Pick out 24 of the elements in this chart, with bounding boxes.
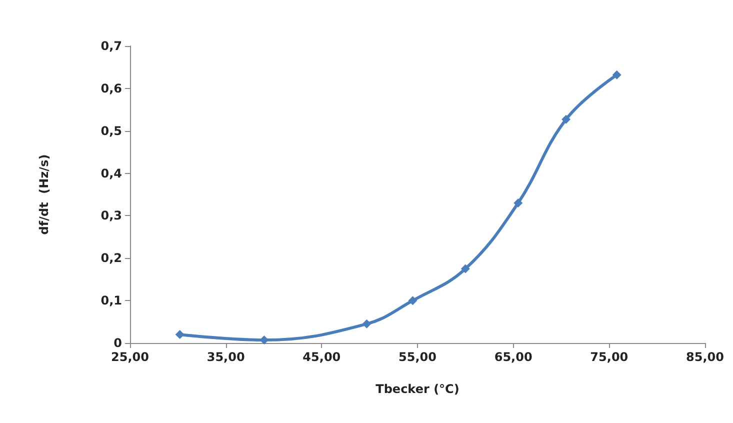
y-axis-title: df/dt (Hz/s) xyxy=(37,154,51,235)
x-tick-label: 55,00 xyxy=(398,350,436,364)
point xyxy=(612,70,622,80)
x-tick-label: 45,00 xyxy=(302,350,341,364)
y-tick-label: 0,1 xyxy=(100,294,122,308)
y-tick-label: 0,4 xyxy=(100,166,122,180)
y-tick-label: 0,6 xyxy=(100,81,122,96)
point xyxy=(562,114,571,124)
point xyxy=(408,296,418,306)
point xyxy=(460,264,470,274)
y-tick-label: 0,2 xyxy=(100,251,122,266)
x-tick-label: 75,00 xyxy=(590,350,628,364)
x-tick-label: 65,00 xyxy=(494,350,532,364)
point xyxy=(175,330,184,340)
point xyxy=(514,198,523,208)
y-tick-label: 0,3 xyxy=(100,208,122,223)
x-tick-label: 85,00 xyxy=(686,350,724,364)
x-tick-label: 25,00 xyxy=(111,350,149,364)
point xyxy=(362,319,372,328)
y-tick-label: 0,7 xyxy=(100,39,122,53)
x-tick-label: 35,00 xyxy=(206,350,245,364)
y-tick-label: 0,5 xyxy=(100,124,122,138)
x-axis-title: Tbecker (°C) xyxy=(376,382,460,396)
y-tick-label: 0 xyxy=(114,336,122,350)
